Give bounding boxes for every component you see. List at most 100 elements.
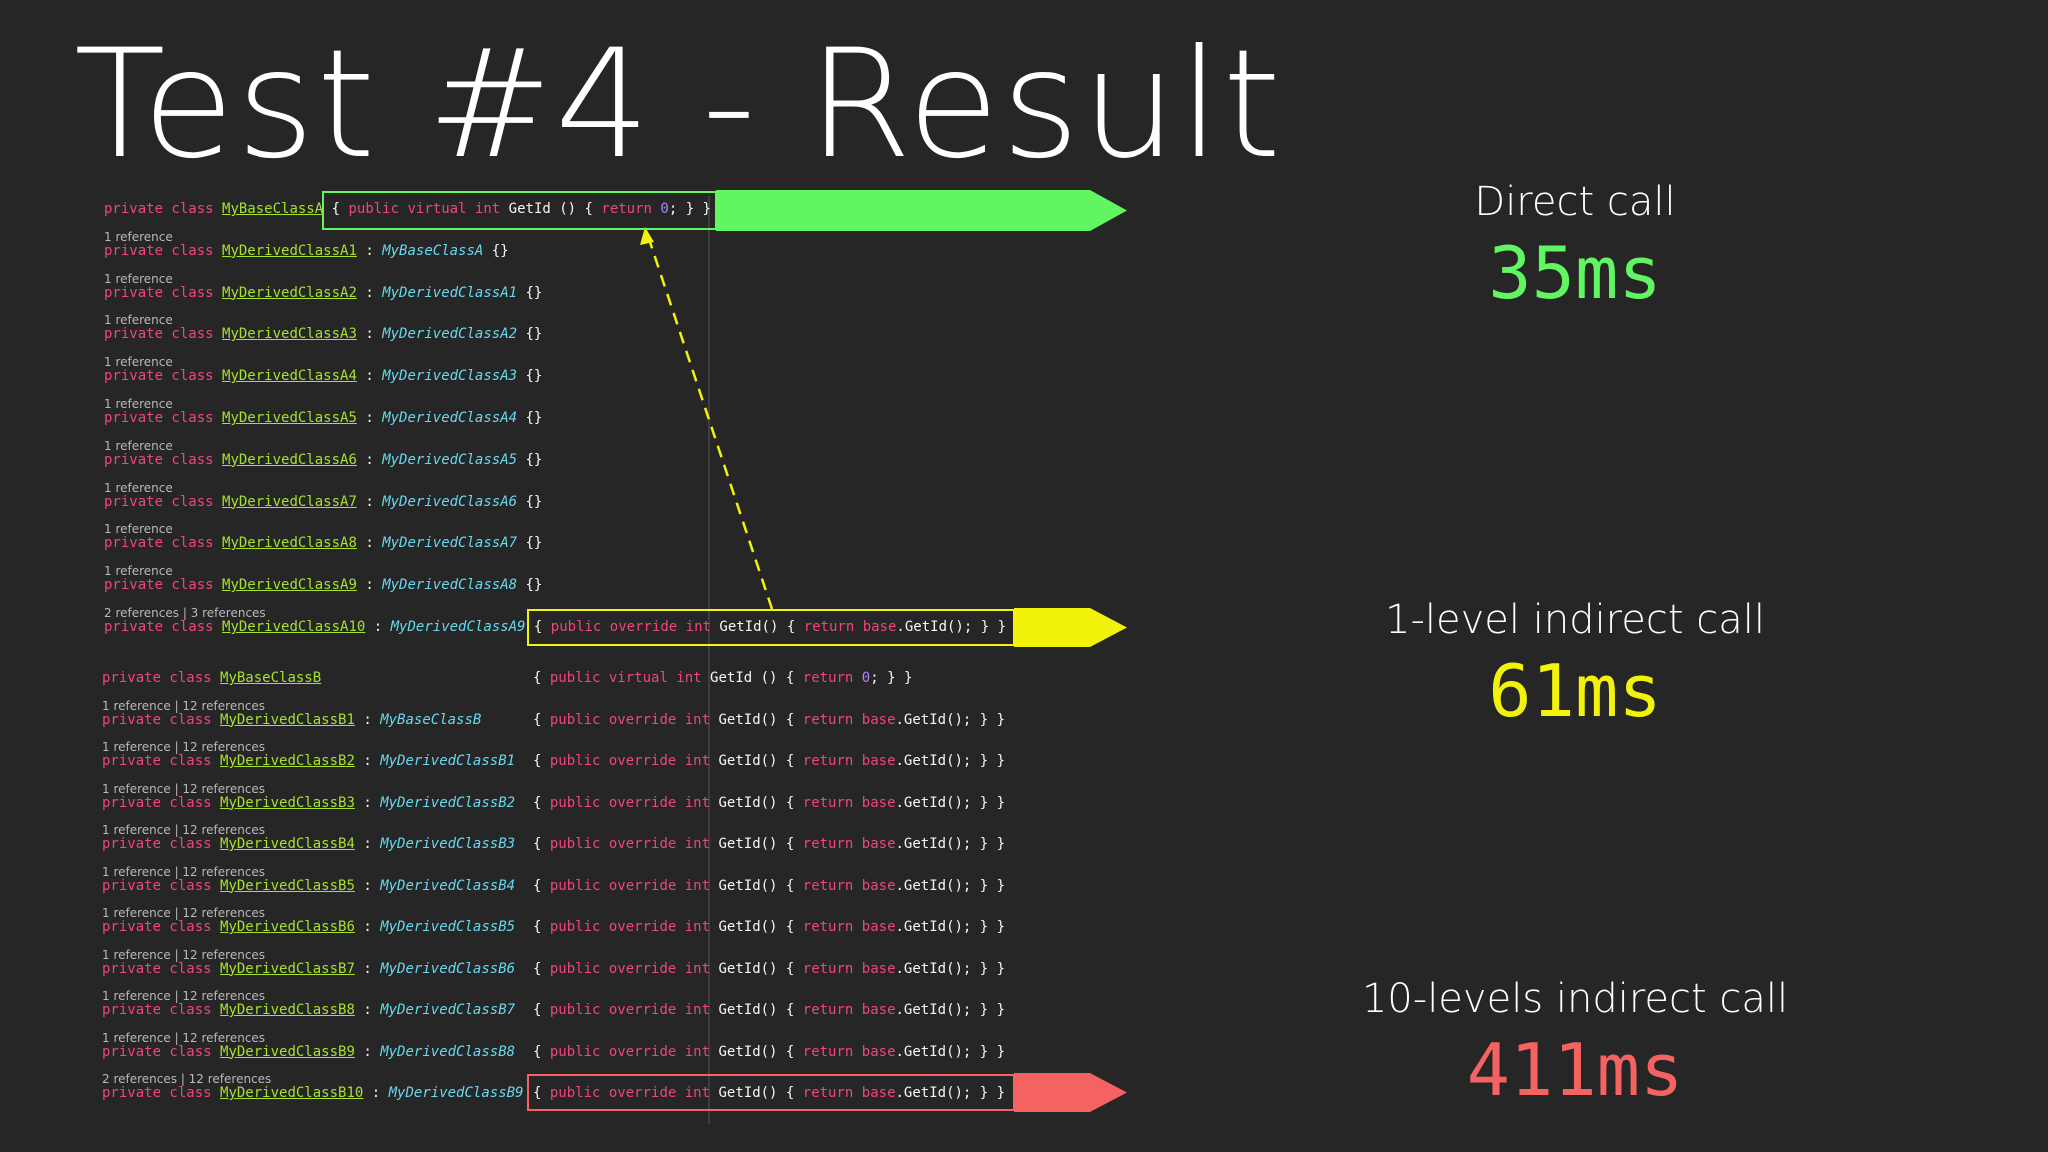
token (853, 670, 861, 686)
class-name: MyDerivedClassA10 (222, 619, 366, 635)
keyword: private class (102, 1043, 212, 1060)
keyword: private class (102, 836, 212, 852)
code-line: private class MyDerivedClassA6 : MyDeriv… (104, 451, 542, 469)
code-lens: 1 reference (104, 397, 173, 411)
method-body: { public override int GetId() { return b… (533, 794, 1005, 812)
token: {} (525, 368, 543, 385)
token: return (802, 836, 854, 852)
token: return (802, 1002, 854, 1018)
result-label: 10-levels indirect call (1361, 976, 1789, 1022)
token: .GetId(); } } (895, 794, 1006, 811)
class-name: MyDerivedClassB6 (220, 919, 355, 935)
token (677, 619, 685, 635)
token: int (684, 711, 711, 728)
base-class: MyDerivedClassB2 (380, 794, 516, 811)
keyword: private class (102, 919, 212, 935)
token (853, 795, 861, 811)
token (600, 961, 608, 977)
token: public (549, 960, 601, 977)
token: GetId() { (710, 836, 803, 852)
class-name: MyDerivedClassB5 (220, 877, 355, 894)
token: ; } } (668, 201, 711, 217)
code-lens: 1 reference (104, 313, 173, 328)
token: int (684, 836, 711, 852)
separator: : (365, 242, 374, 259)
code-line: private class MyDerivedClassB5 : MyDeriv… (102, 877, 1005, 895)
token: { (533, 1002, 550, 1018)
token: public (549, 753, 601, 769)
method-body: { public override int GetId() { return b… (533, 960, 1005, 978)
token: override (608, 753, 677, 769)
token: override (608, 919, 677, 935)
result-value: 61ms (1488, 649, 1662, 733)
code-lens: 1 reference (104, 438, 173, 453)
code-line: private class MyDerivedClassA4 : MyDeriv… (104, 367, 542, 385)
class-name: MyDerivedClassA5 (222, 410, 357, 426)
token: { (533, 711, 550, 728)
token: public (549, 1043, 601, 1060)
token: return (803, 619, 855, 635)
token (676, 1044, 684, 1060)
result-label: 1-level indirect call (1385, 597, 1765, 643)
base-class: MyDerivedClassA2 (382, 326, 518, 343)
token (854, 619, 862, 635)
code-lens: 1 reference | 12 references (102, 698, 266, 713)
separator: : (363, 711, 372, 728)
code-line: private class MyDerivedClassB7 : MyDeriv… (102, 960, 1005, 978)
token: .GetId(); } } (895, 711, 1006, 728)
code-line: private class MyBaseClassA { public virt… (104, 200, 711, 218)
token: {} (525, 535, 543, 552)
code-lens: 1 reference | 12 references (102, 740, 266, 754)
code-lens: 1 reference (104, 229, 173, 244)
code-line: private class MyDerivedClassB9 : MyDeriv… (102, 1043, 1005, 1061)
token: return (802, 919, 854, 935)
token (853, 1085, 861, 1101)
token: base (861, 1085, 896, 1101)
separator: : (365, 410, 374, 426)
token: override (608, 836, 677, 852)
code-line: private class MyDerivedClassB10 : MyDeri… (102, 1084, 1005, 1102)
base-class: MyDerivedClassA7 (382, 535, 518, 552)
token: int (685, 619, 711, 635)
code-lens: 1 reference (104, 564, 173, 579)
token: base (861, 753, 896, 769)
token (676, 712, 684, 728)
separator: : (363, 836, 372, 852)
code-lens: 1 reference | 12 references (102, 864, 266, 879)
method-body: { public override int GetId() { return b… (533, 1084, 1005, 1102)
token: return (802, 753, 854, 769)
token: return (802, 877, 854, 894)
token: GetId() { (710, 919, 803, 935)
token: { (533, 794, 550, 811)
separator: : (363, 1002, 372, 1018)
token: {} (525, 451, 543, 468)
base-class: MyDerivedClassA5 (382, 451, 518, 468)
token: { (533, 619, 551, 635)
token: ; } } (870, 670, 913, 686)
code-lens: 2 references | 12 references (102, 1072, 272, 1086)
class-name: MyBaseClassB (220, 670, 322, 686)
code-line: private class MyDerivedClassA9 : MyDeriv… (104, 576, 542, 594)
token: { (331, 201, 349, 217)
token: base (861, 919, 896, 935)
dashed-link (646, 235, 774, 610)
base-class: MyDerivedClassB5 (380, 919, 516, 935)
base-class: MyDerivedClassB4 (380, 877, 516, 894)
method-body: { public virtual int GetId () { return 0… (533, 669, 912, 687)
token: base (861, 836, 896, 852)
token: .GetId(); } } (895, 1043, 1006, 1060)
result-arrow (716, 190, 1127, 231)
token (600, 836, 608, 852)
separator: : (365, 284, 374, 301)
token (600, 712, 608, 728)
base-class: MyBaseClassA (382, 242, 484, 259)
separator: : (365, 368, 374, 385)
method-body: { public override int GetId() { return b… (533, 918, 1005, 936)
token: .GetId(); } } (895, 753, 1006, 769)
code-line: private class MyDerivedClassB3 : MyDeriv… (102, 794, 1005, 812)
separator: : (363, 877, 372, 894)
token: public (549, 836, 601, 852)
code-line: private class MyDerivedClassB2 : MyDeriv… (102, 752, 1005, 770)
token: GetId() { (710, 794, 803, 811)
keyword: private class (104, 577, 214, 594)
